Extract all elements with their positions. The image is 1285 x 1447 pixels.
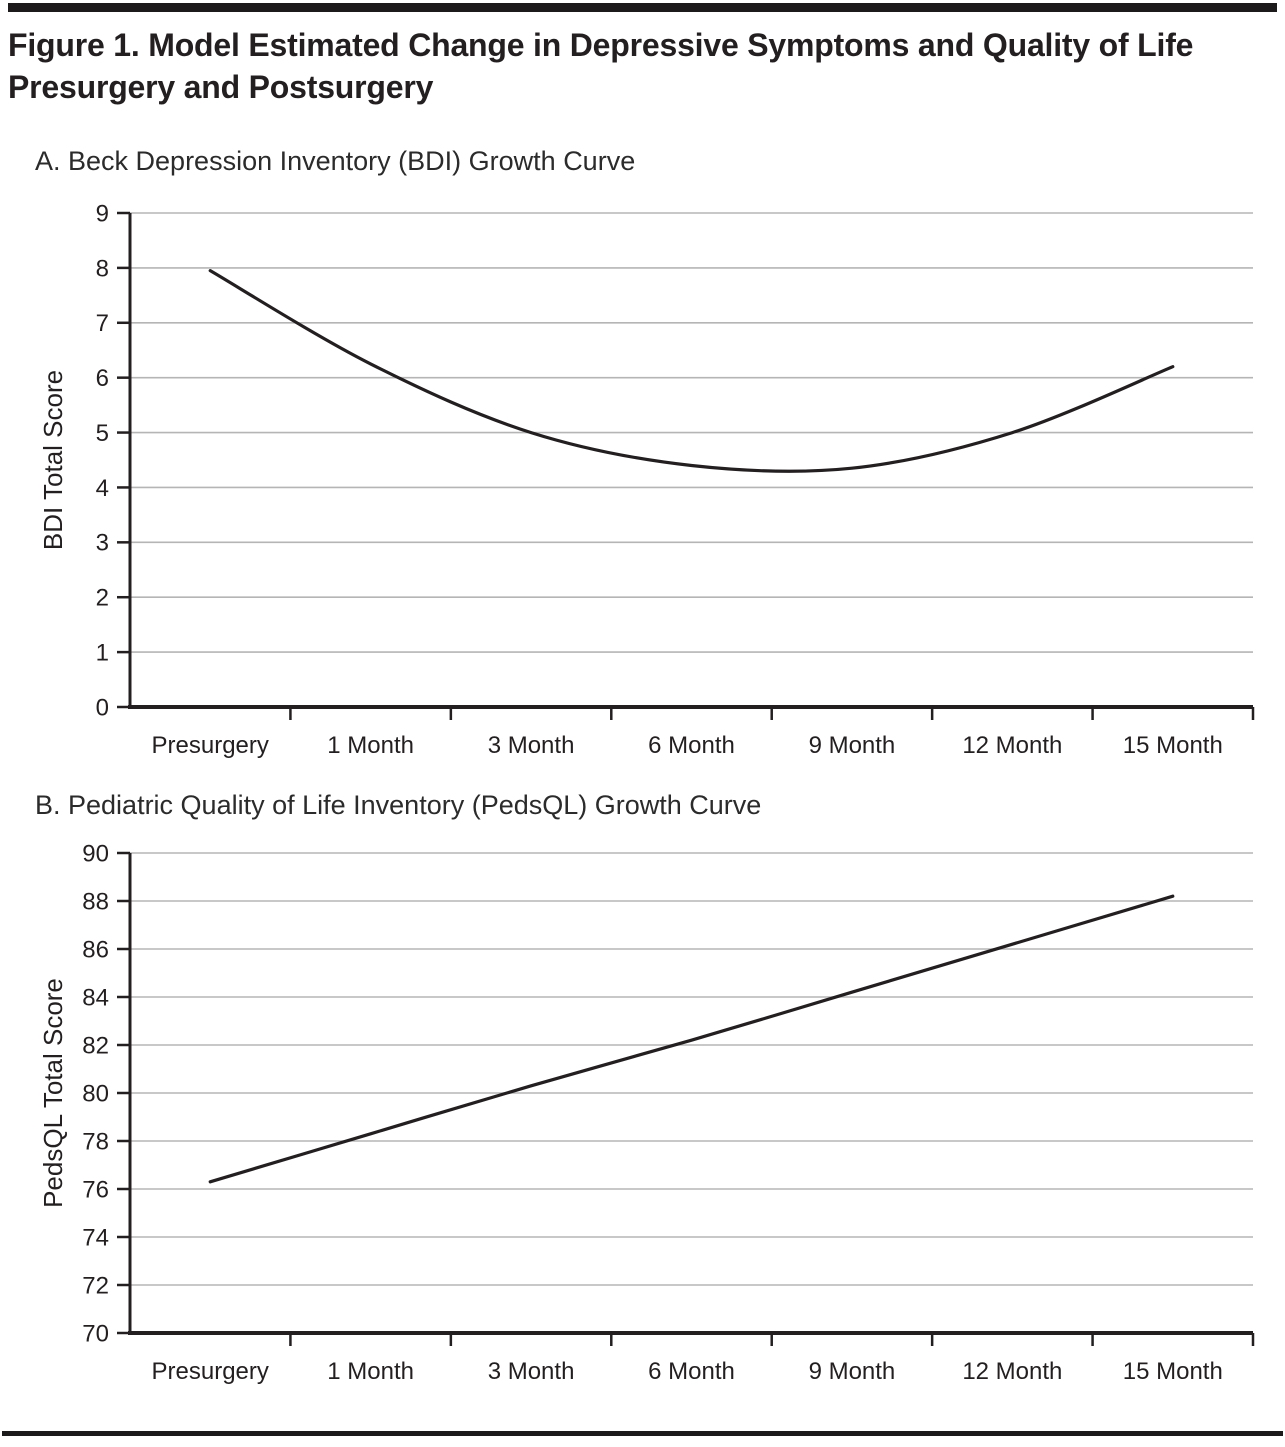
figure-title-line-1: Figure 1. Model Estimated Change in Depr… [8,27,1194,63]
y-tick-label: 76 [82,1176,109,1203]
y-tick-label: 82 [82,1032,109,1059]
y-tick-label: 80 [82,1080,109,1107]
y-axis-title: PedsQL Total Score [38,978,68,1208]
x-tick-label: 12 Month [962,732,1062,759]
y-tick-label: 70 [82,1320,109,1347]
x-tick-label: 15 Month [1123,1358,1223,1385]
y-tick-label: 0 [96,694,109,721]
y-tick-label: 84 [82,984,109,1011]
y-tick-label: 9 [96,200,109,227]
x-tick-label: Presurgery [152,732,269,759]
panel-a-heading: A. Beck Depression Inventory (BDI) Growt… [35,146,636,176]
x-tick-label: 3 Month [488,1358,575,1385]
x-tick-label: 6 Month [648,1358,735,1385]
y-tick-label: 90 [82,840,109,867]
x-tick-label: 1 Month [327,1358,414,1385]
figure-title-line-2: Presurgery and Postsurgery [8,69,434,105]
x-tick-label: 12 Month [962,1358,1062,1385]
y-tick-label: 6 [96,365,109,392]
y-tick-label: 1 [96,640,109,667]
series-line [208,269,1175,473]
x-tick-label: 3 Month [488,732,575,759]
y-tick-label: 3 [96,530,109,557]
x-tick-label: Presurgery [152,1358,269,1385]
y-axis-title: BDI Total Score [38,370,68,550]
x-tick-label: 6 Month [648,732,735,759]
y-tick-label: 5 [96,420,109,447]
pedsql-growth-curve-chart: 70 72 74 76 78 80 82 84 86 88 90 Presurgery 1 Month 3… [38,840,1255,1385]
top-rule [8,3,1277,12]
y-tick-label: 78 [82,1128,109,1155]
y-tick-label: 7 [96,310,109,337]
x-tick-label: 9 Month [809,732,896,759]
x-tick-label: 9 Month [809,1358,896,1385]
y-tick-label: 2 [96,585,109,612]
figure-title: Figure 1. Model Estimated Change in Depr… [8,24,1275,108]
y-tick-label: 88 [82,888,109,915]
panel-b-heading: B. Pediatric Quality of Life Inventory (… [35,790,762,820]
bottom-rule [2,1431,1283,1436]
x-tick-label: 1 Month [327,732,414,759]
y-tick-label: 8 [96,255,109,282]
x-tick-label: 15 Month [1123,732,1223,759]
series-line [208,894,1175,1184]
bdi-growth-curve-chart: 0 1 2 3 4 5 6 7 8 9 Presurgery 1 Month 3 Month 6 Mont… [38,200,1255,759]
y-tick-label: 4 [96,475,109,502]
y-tick-label: 72 [82,1272,109,1299]
y-tick-label: 86 [82,936,109,963]
y-tick-label: 74 [82,1224,109,1251]
